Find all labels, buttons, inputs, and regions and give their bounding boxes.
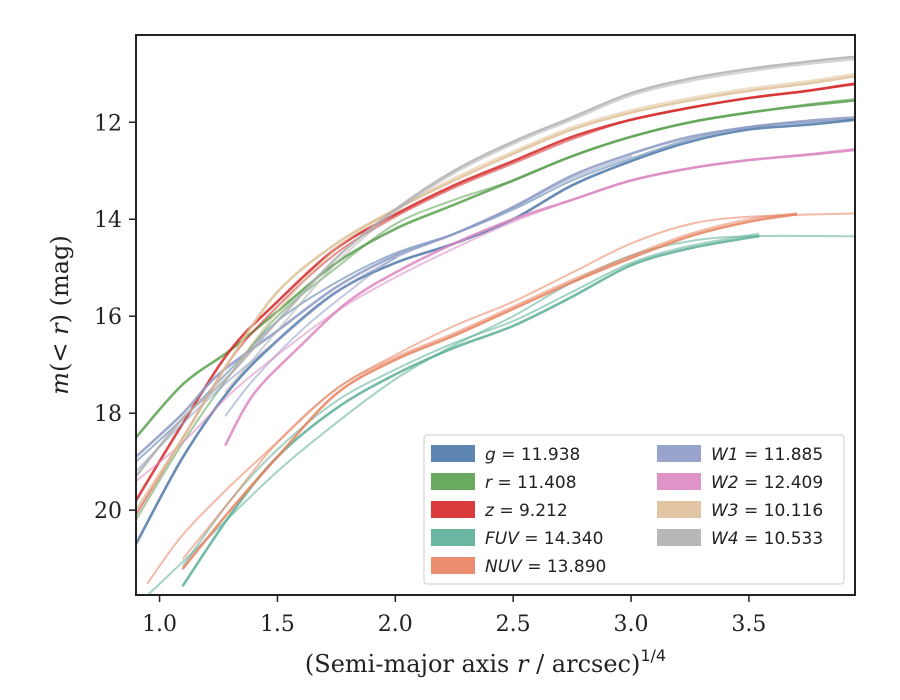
legend-item-nuv: NUV = 13.890: [431, 557, 606, 577]
series-w3-curve-1: [136, 74, 855, 512]
legend-label: z = 9.212: [484, 501, 568, 521]
legend-item-w3: W3 = 10.116: [657, 501, 823, 521]
x-axis: 1.0 1.5 2.0 2.5 3.0 3.5: [142, 595, 766, 637]
legend-item-r: r = 11.408: [431, 473, 577, 493]
legend-label: r = 11.408: [485, 473, 577, 493]
legend-item-w4: W4 = 10.533: [657, 529, 823, 549]
legend-label: W4 = 10.533: [711, 529, 823, 549]
series-fuv-curve-2: [182, 232, 760, 567]
y-tick-label: 14: [94, 208, 122, 233]
legend-swatch: [657, 473, 701, 490]
legend-label: W3 = 10.116: [711, 501, 823, 521]
legend-swatch: [431, 557, 475, 574]
legend-label: W2 = 12.409: [711, 473, 823, 493]
x-axis-label: (Semi-major axis r / arcsec)1/4: [305, 646, 666, 678]
series-w3: [136, 72, 855, 512]
legend-label: NUV = 13.890: [485, 557, 606, 577]
series-w4: [136, 55, 855, 478]
legend-item-w2: W2 = 12.409: [657, 473, 823, 493]
series-w4-curve-2: [224, 58, 855, 393]
legend-swatch: [431, 529, 475, 546]
plot-frame: [135, 34, 856, 596]
series-w4-curve-1: [136, 55, 855, 478]
series-w1-curve-2: [224, 155, 632, 417]
x-tick-label: 1.5: [260, 612, 295, 637]
x-tick-label: 3.0: [614, 612, 649, 637]
legend-swatch: [431, 501, 475, 518]
legend-swatch: [431, 473, 475, 490]
legend-label: g = 11.938: [485, 445, 580, 465]
series-w2: [136, 147, 855, 483]
legend-swatch: [657, 445, 701, 462]
y-axis-title: m(< r) (mag): [46, 235, 74, 395]
y-tick-label: 16: [94, 305, 122, 330]
x-axis-title: (Semi-major axis r / arcsec)1/4: [305, 646, 666, 678]
y-tick-label: 18: [94, 402, 122, 427]
legend-swatch: [657, 529, 701, 546]
legend-swatch: [657, 501, 701, 518]
legend-box: [423, 434, 845, 585]
y-tick-label: 20: [94, 499, 122, 524]
y-axis-label: m(< r) (mag): [46, 235, 74, 395]
y-axis: 12 14 16 18 20: [94, 111, 136, 524]
legend-item-w1: W1 = 11.885: [657, 445, 823, 465]
y-tick-label: 12: [94, 111, 122, 136]
series-nuv-curve-3: [146, 212, 855, 584]
x-tick-label: 1.0: [142, 612, 177, 637]
series-nuv-curve-1: [181, 213, 798, 570]
legend-item-z: z = 9.212: [431, 501, 568, 521]
legend-swatch: [431, 445, 475, 462]
plot-area: [136, 55, 855, 595]
legend-item-g: g = 11.938: [431, 445, 580, 465]
series-nuv-curve-2: [182, 212, 798, 560]
legend-label: W1 = 11.885: [711, 445, 823, 465]
x-tick-label: 3.5: [731, 612, 766, 637]
series-w2-curve-2: [136, 147, 855, 483]
legend-item-fuv: FUV = 14.340: [431, 529, 603, 549]
series-nuv: [146, 212, 855, 584]
x-tick-label: 2.0: [378, 612, 413, 637]
legend: g = 11.938 r = 11.408 z = 9.212 FUV = 14.34…: [423, 434, 845, 585]
x-tick-label: 2.5: [496, 612, 531, 637]
series-fuv-curve-3: [146, 234, 855, 595]
series-w3-curve-2: [229, 72, 855, 376]
legend-label: FUV = 14.340: [485, 529, 603, 549]
